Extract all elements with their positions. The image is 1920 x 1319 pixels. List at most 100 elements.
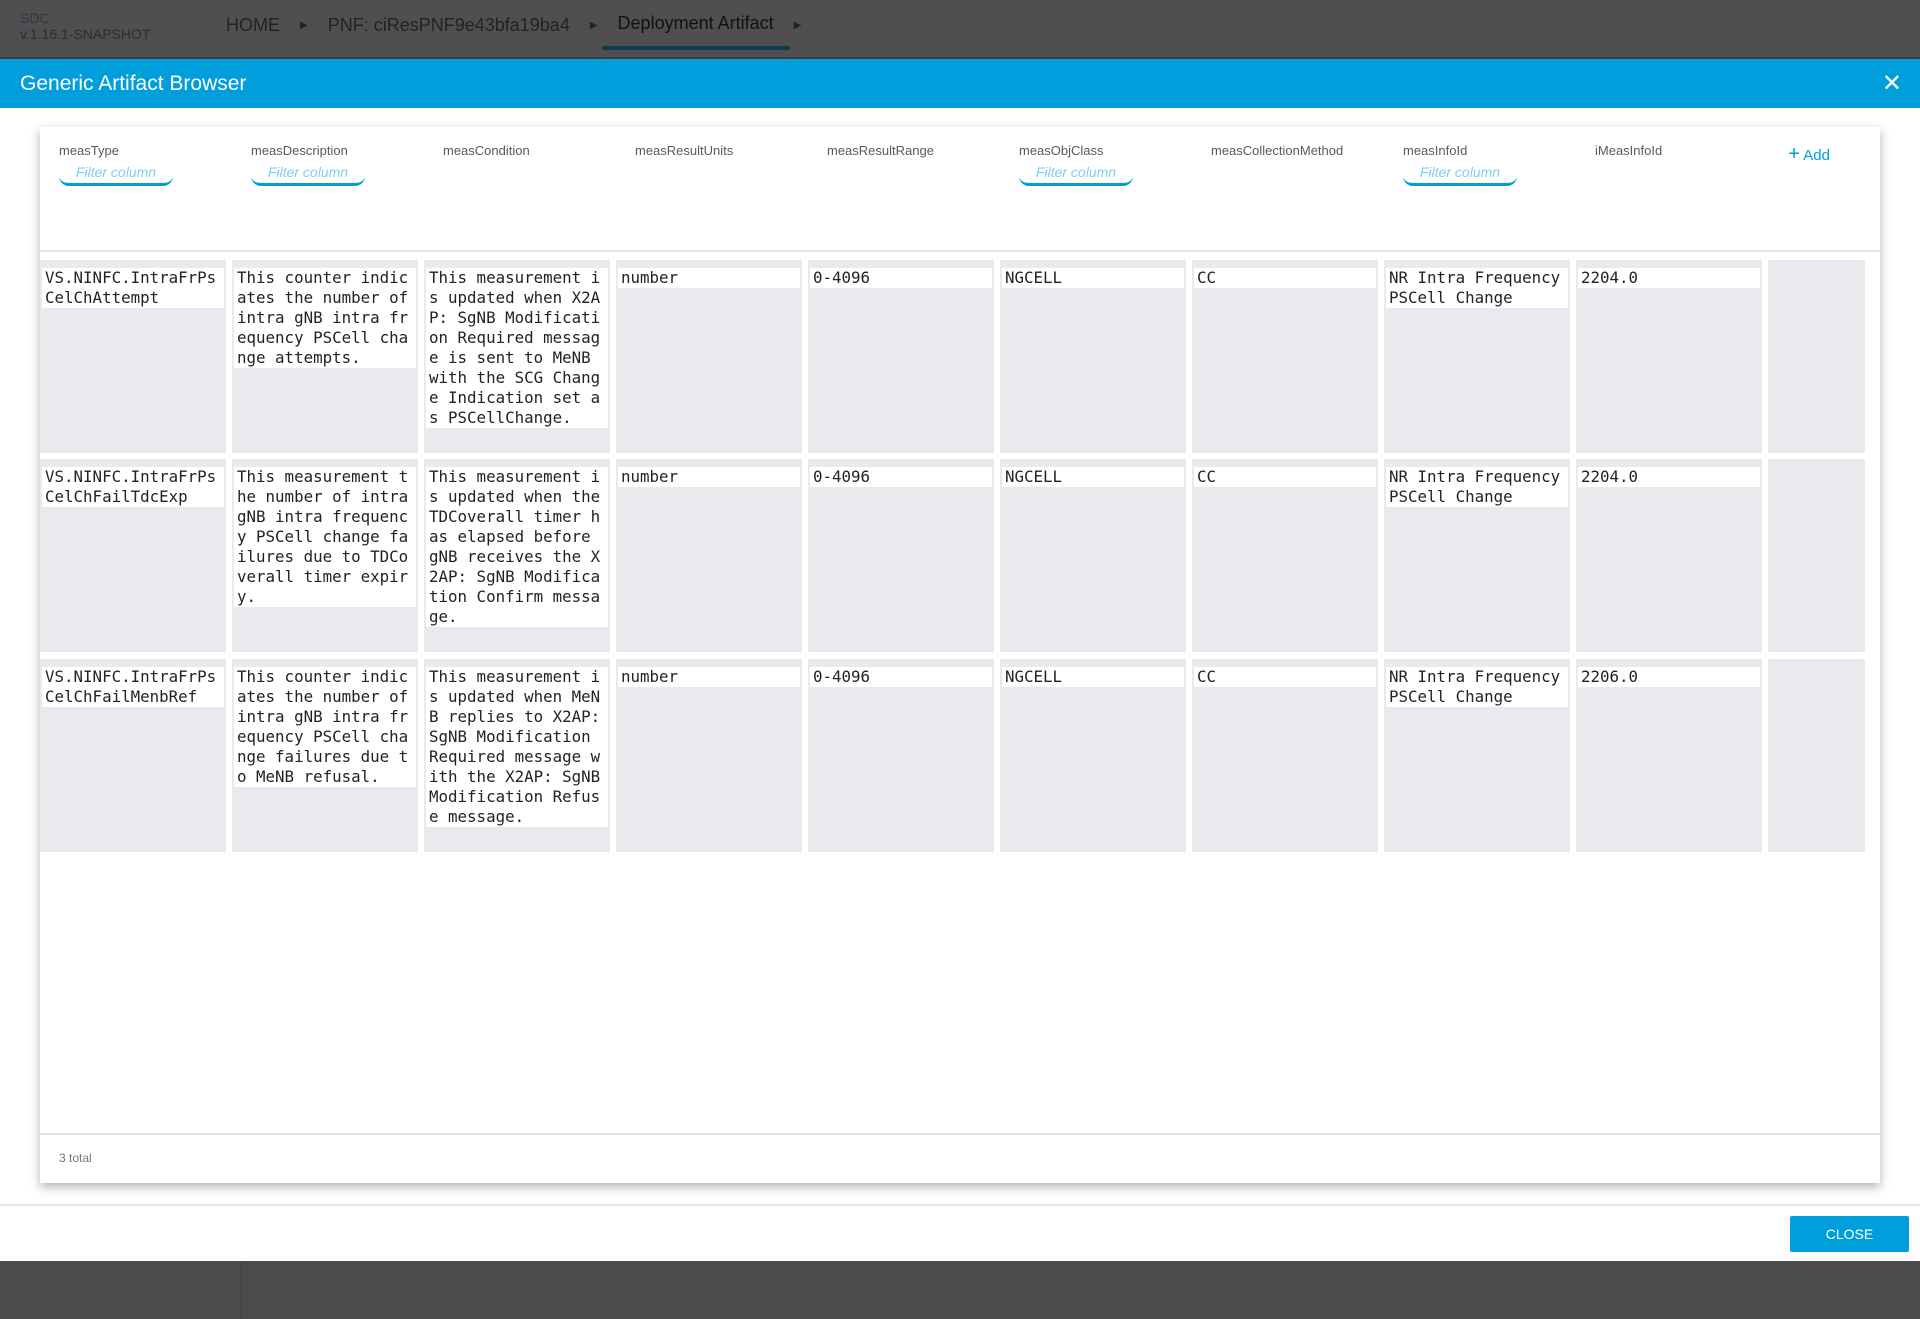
- cell-measResultUnits: number: [616, 260, 802, 453]
- filter-column-input[interactable]: Filter column: [251, 164, 365, 186]
- cell-value: This counter indicates the number of int…: [234, 268, 416, 368]
- cell-measResultRange: 0-4096: [808, 659, 994, 852]
- row-actions-cell: [1768, 459, 1865, 652]
- column-label: measInfoId: [1403, 143, 1468, 158]
- caret-right-icon: ▶: [300, 19, 308, 31]
- cell-iMeasInfoId: 2206.0: [1576, 659, 1762, 852]
- cell-measCondition: This measurement is updated when MeNB re…: [424, 659, 610, 852]
- column-header-measDescription: measDescription Filter column: [232, 143, 424, 186]
- filter-column-input[interactable]: Filter column: [1403, 164, 1517, 186]
- breadcrumb-home[interactable]: HOME: [226, 14, 280, 35]
- table-row: VS.NINFC.IntraFrPsCelChFailMenbRef This c…: [40, 659, 1865, 852]
- column-header-measResultRange: measResultRange: [808, 143, 1000, 158]
- table-header: + Add measType Filter column measDescripti…: [40, 127, 1880, 252]
- filter-column-input[interactable]: Filter column: [59, 164, 173, 186]
- filter-column-input[interactable]: Filter column: [1019, 164, 1133, 186]
- cell-measInfoId: NR Intra Frequency PSCell Change: [1384, 659, 1570, 852]
- table-footer: 3 total: [40, 1133, 1880, 1183]
- cell-measCondition: This measurement is updated when X2AP: S…: [424, 260, 610, 453]
- cell-value: NGCELL: [1002, 467, 1184, 487]
- cell-value: VS.NINFC.IntraFrPsCelChAttempt: [42, 268, 224, 308]
- close-icon[interactable]: ✕: [1881, 70, 1902, 97]
- cell-value: NGCELL: [1002, 268, 1184, 288]
- cell-measResultRange: 0-4096: [808, 459, 994, 652]
- cell-value: NR Intra Frequency PSCell Change: [1386, 467, 1568, 507]
- cell-value: VS.NINFC.IntraFrPsCelChFailMenbRef: [42, 667, 224, 707]
- cell-measDescription: This measurement the number of intra gNB…: [232, 459, 418, 652]
- cell-measCollectionMethod: CC: [1192, 459, 1378, 652]
- cell-value: 0-4096: [810, 667, 992, 687]
- cell-value: number: [618, 667, 800, 687]
- column-header-measResultUnits: measResultUnits: [616, 143, 808, 158]
- divider: [241, 1261, 242, 1319]
- column-label: measType: [59, 143, 119, 158]
- row-actions-cell: [1768, 260, 1865, 453]
- add-button[interactable]: + Add: [1788, 143, 1830, 166]
- row-actions-cell: [1768, 659, 1865, 852]
- artifact-browser-modal: Generic Artifact Browser ✕ + Add measTyp…: [0, 59, 1920, 1261]
- cell-measCollectionMethod: CC: [1192, 260, 1378, 453]
- breadcrumb: HOME ▶ PNF: ciResPNF9e43bfa19ba4 ▶ Deplo…: [210, 0, 805, 50]
- cell-value: CC: [1194, 667, 1376, 687]
- cell-value: This measurement the number of intra gNB…: [234, 467, 416, 607]
- column-label: measCollectionMethod: [1211, 143, 1344, 158]
- add-label: Add: [1803, 147, 1830, 164]
- column-label: measResultUnits: [635, 143, 734, 158]
- column-header-measInfoId: measInfoId Filter column: [1384, 143, 1576, 186]
- modal-title: Generic Artifact Browser: [20, 71, 247, 95]
- breadcrumb-pnf[interactable]: PNF: ciResPNF9e43bfa19ba4: [327, 14, 570, 35]
- cell-measType: VS.NINFC.IntraFrPsCelChFailMenbRef: [40, 659, 226, 852]
- app-name: SDC: [20, 10, 50, 26]
- caret-right-icon[interactable]: ▶: [793, 19, 802, 31]
- cell-value: 2206.0: [1578, 667, 1760, 687]
- modal-header: Generic Artifact Browser ✕: [0, 59, 1920, 108]
- column-label: measObjClass: [1019, 143, 1104, 158]
- cell-value: CC: [1194, 268, 1376, 288]
- cell-value: This measurement is updated when the TDC…: [426, 467, 608, 627]
- total-count: 3 total: [59, 1151, 92, 1165]
- cell-value: This measurement is updated when MeNB re…: [426, 667, 608, 827]
- cell-measInfoId: NR Intra Frequency PSCell Change: [1384, 260, 1570, 453]
- caret-right-icon: ▶: [589, 19, 598, 31]
- breadcrumb-deployment-artifact[interactable]: Deployment Artifact: [601, 0, 790, 50]
- table-row: VS.NINFC.IntraFrPsCelChFailTdcExp This me…: [40, 459, 1865, 652]
- column-header-measCollectionMethod: measCollectionMethod: [1192, 143, 1384, 158]
- cell-measCondition: This measurement is updated when the TDC…: [424, 459, 610, 652]
- cell-measInfoId: NR Intra Frequency PSCell Change: [1384, 459, 1570, 652]
- plus-icon: +: [1788, 143, 1800, 165]
- cell-value: NR Intra Frequency PSCell Change: [1386, 268, 1568, 308]
- cell-value: 2204.0: [1578, 467, 1760, 487]
- app-version: v.1.16.1-SNAPSHOT: [20, 26, 151, 42]
- column-header-measType: measType Filter column: [40, 143, 232, 186]
- cell-measObjClass: NGCELL: [1000, 459, 1186, 652]
- cell-measResultUnits: number: [616, 659, 802, 852]
- column-header-measCondition: measCondition: [424, 143, 616, 158]
- cell-measObjClass: NGCELL: [1000, 260, 1186, 453]
- cell-value: number: [618, 467, 800, 487]
- column-label: measDescription: [251, 143, 348, 158]
- cell-measType: VS.NINFC.IntraFrPsCelChFailTdcExp: [40, 459, 226, 652]
- cell-measObjClass: NGCELL: [1000, 659, 1186, 852]
- cell-iMeasInfoId: 2204.0: [1576, 459, 1762, 652]
- cell-measDescription: This counter indicates the number of int…: [232, 659, 418, 852]
- column-label: measCondition: [443, 143, 530, 158]
- top-nav: SDC v.1.16.1-SNAPSHOT HOME ▶ PNF: ciResP…: [0, 0, 1920, 59]
- column-header-iMeasInfoId: iMeasInfoId: [1576, 143, 1768, 158]
- close-button[interactable]: CLOSE: [1790, 1216, 1909, 1252]
- column-label: measResultRange: [827, 143, 934, 158]
- table-row: VS.NINFC.IntraFrPsCelChAttempt This count…: [40, 260, 1865, 453]
- cell-value: This measurement is updated when X2AP: S…: [426, 268, 608, 428]
- cell-value: number: [618, 268, 800, 288]
- artifact-table: + Add measType Filter column measDescripti…: [40, 127, 1880, 1183]
- cell-measResultRange: 0-4096: [808, 260, 994, 453]
- cell-value: 0-4096: [810, 268, 992, 288]
- cell-iMeasInfoId: 2204.0: [1576, 260, 1762, 453]
- column-header-measObjClass: measObjClass Filter column: [1000, 143, 1192, 186]
- cell-value: VS.NINFC.IntraFrPsCelChFailTdcExp: [42, 467, 224, 507]
- cell-value: This counter indicates the number of int…: [234, 667, 416, 787]
- app-logo[interactable]: SDC v.1.16.1-SNAPSHOT: [20, 10, 150, 42]
- cell-measCollectionMethod: CC: [1192, 659, 1378, 852]
- cell-measType: VS.NINFC.IntraFrPsCelChAttempt: [40, 260, 226, 453]
- cell-measResultUnits: number: [616, 459, 802, 652]
- modal-footer: CLOSE: [0, 1204, 1920, 1261]
